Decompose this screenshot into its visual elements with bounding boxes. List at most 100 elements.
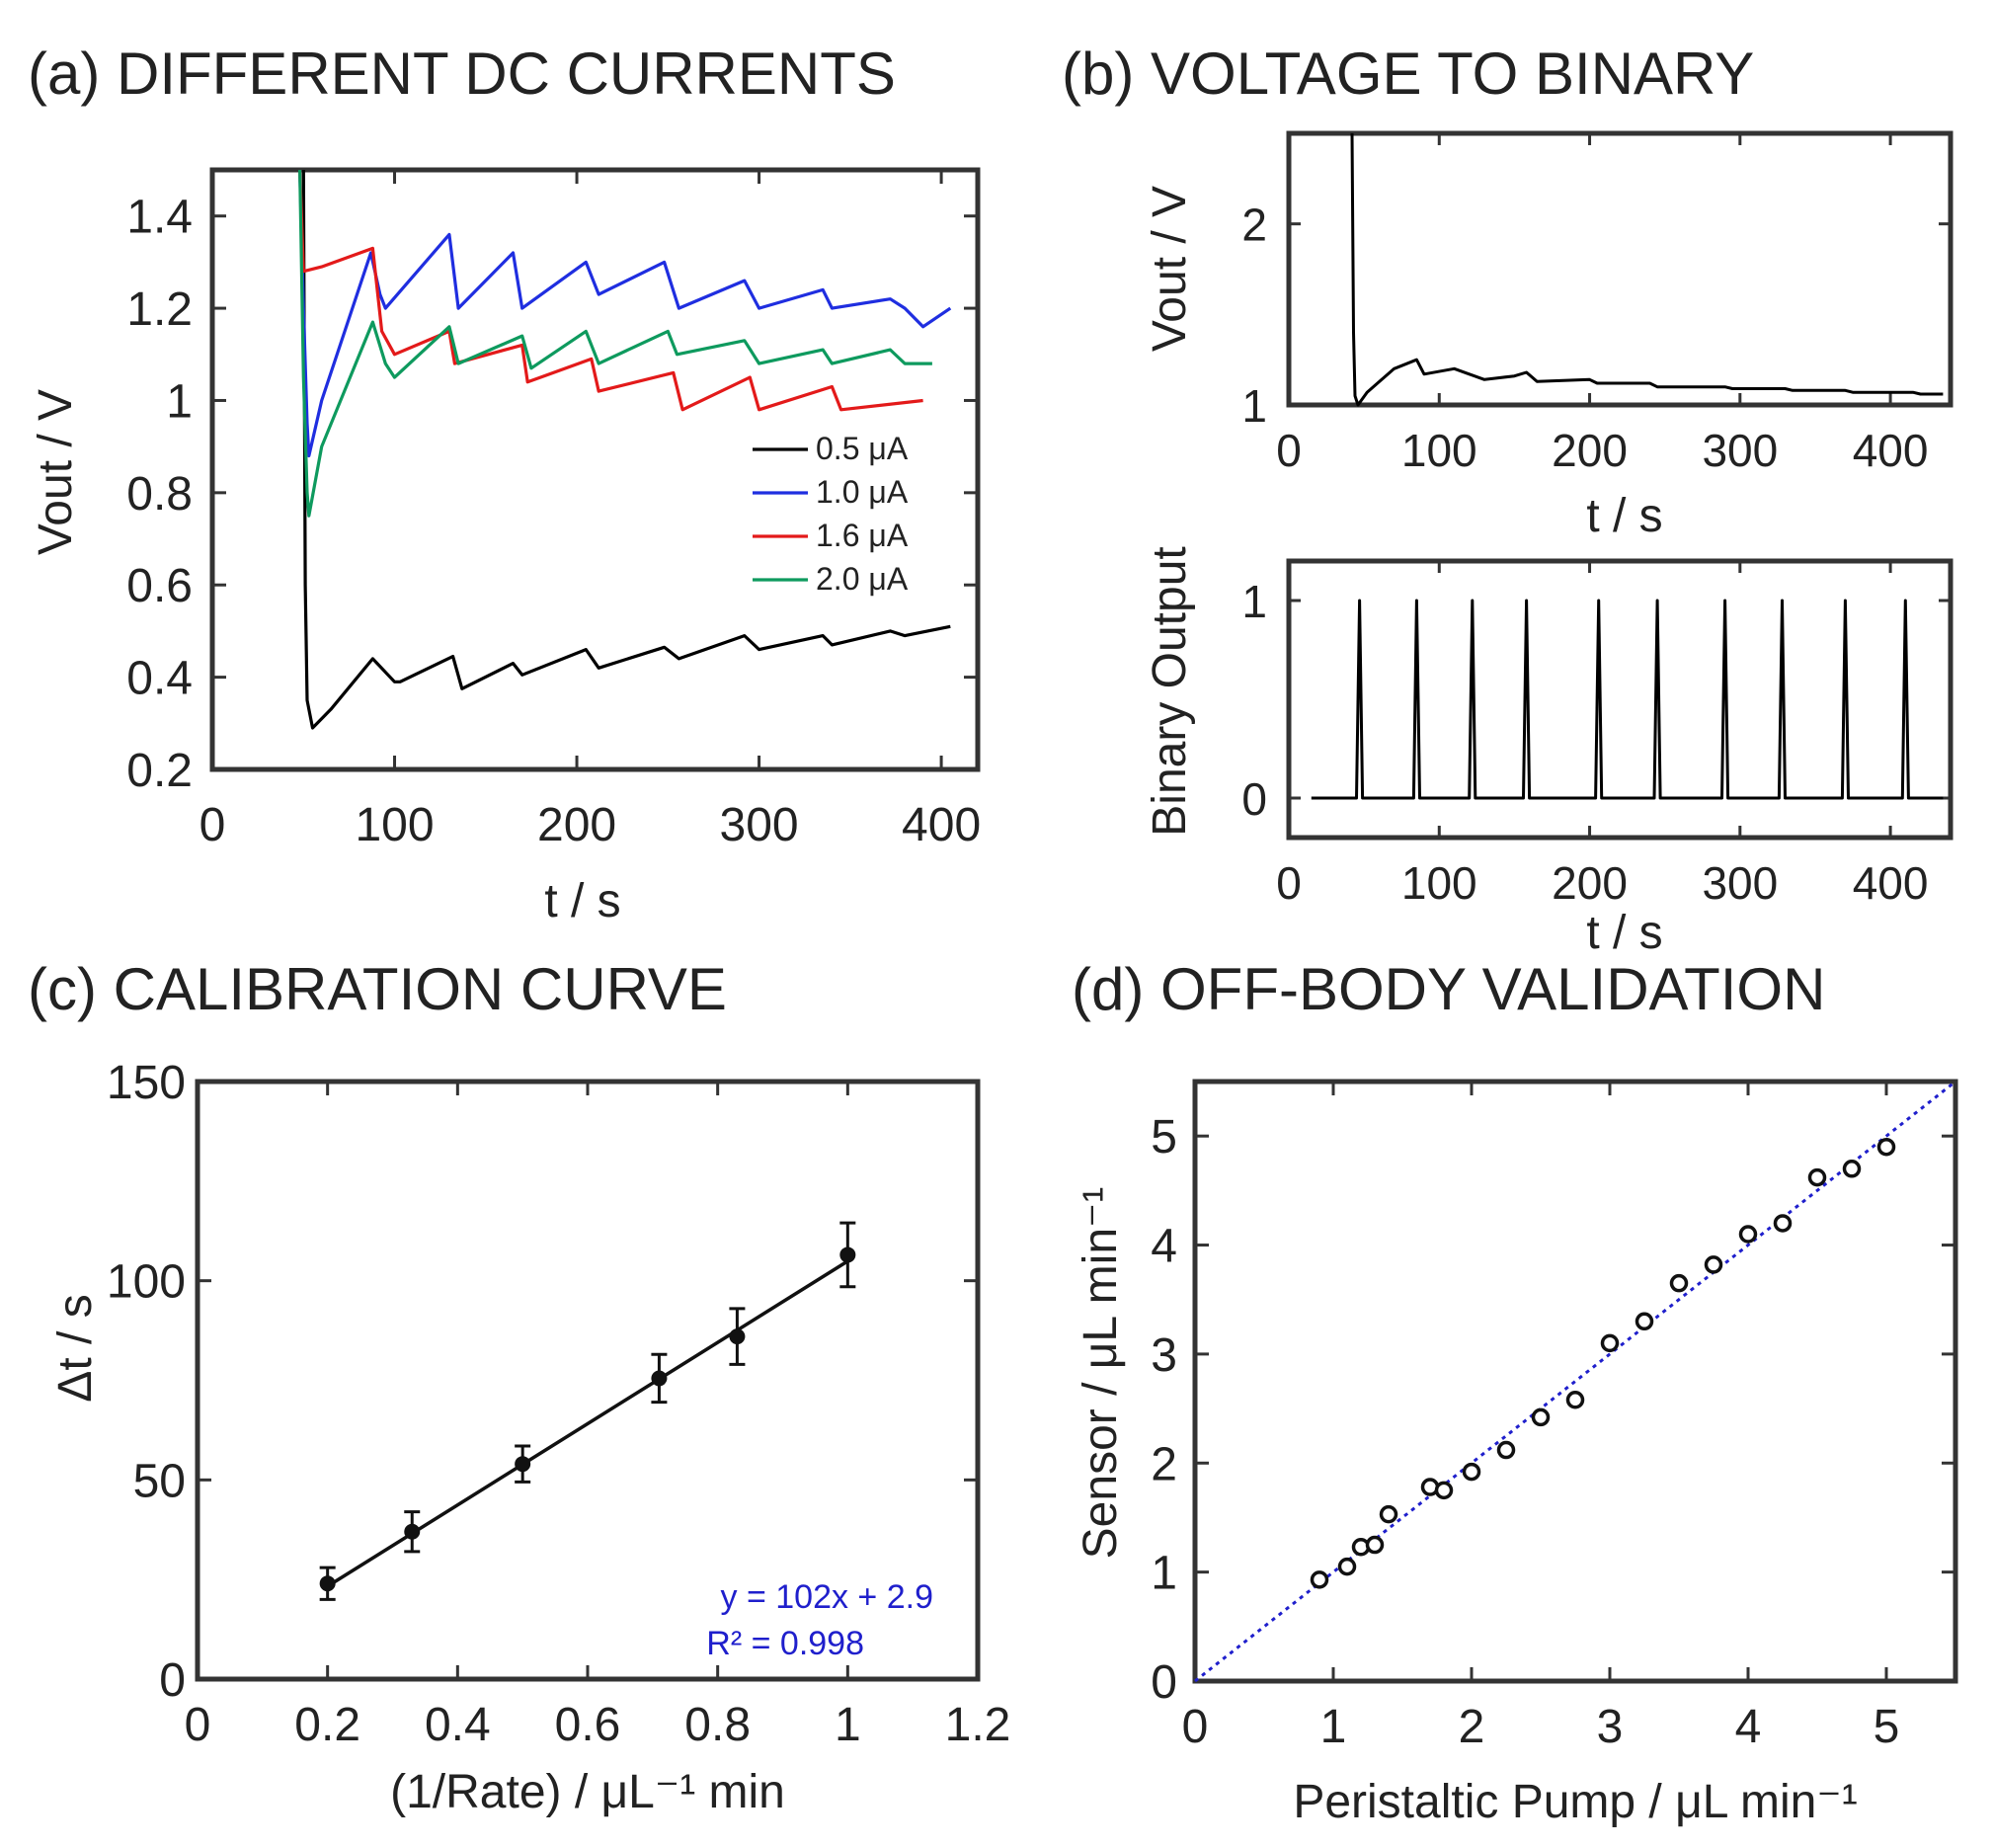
panel-d-point-0 [1310,1570,1329,1589]
panel-a-ytick-label: 0.6 [126,560,193,612]
panel-c-point-3 [651,1370,668,1387]
panel-a-xtick-label: 0 [199,799,226,851]
panel-d-point-9 [1531,1407,1551,1427]
panel-d-ytick-label: 3 [1151,1329,1177,1382]
panel-a-legend-label-1: 1.0 μA [816,474,909,510]
panel-b-top-ytick-label: 2 [1241,200,1267,251]
panel-c-ytick-label: 100 [107,1256,186,1309]
panel-c-xlabel: (1/Rate) / μL⁻¹ min [390,1766,785,1818]
panel-b-top-xtick-label: 300 [1702,425,1778,476]
panel-b-bottom-xlabel: t / s [1586,907,1662,959]
panel-c-xtick-label: 0.2 [294,1699,360,1751]
panel-c-marks [319,1221,856,1601]
panel-d-point-16 [1773,1214,1793,1233]
panel-b-bottom-frame [1286,558,1954,841]
panel-b-title: (b) VOLTAGE TO BINARY [1062,40,1754,107]
panel-c-xtick-label: 1.2 [945,1699,1011,1751]
panel-d-ytick-label: 1 [1151,1548,1177,1600]
panel-a-xtick-label: 200 [537,799,616,851]
panel-b-top-chart: (b) VOLTAGE TO BINARY 0 100 200 300 400 1 2 t … [1062,40,1954,542]
panel-c-xtick-label: 0.8 [684,1699,751,1751]
panel-d-ytick-label: 0 [1151,1656,1177,1709]
panel-d-xtick-label: 4 [1735,1701,1762,1753]
panel-a-series-line-3 [298,169,932,518]
panel-b-top-xlabel: t / s [1586,490,1662,542]
panel-d-point-6 [1434,1481,1454,1500]
panel-a-series-line-1 [298,169,952,458]
panel-d-xtick-label: 2 [1459,1701,1485,1753]
panel-b-bottom-xtick-label: 100 [1401,857,1477,909]
panel-d-ytick-label: 2 [1151,1438,1177,1490]
panel-d-point-14 [1704,1255,1723,1274]
panel-c-title: (c) CALIBRATION CURVE [28,956,727,1022]
panel-c-fit-line [326,1259,849,1588]
panel-a-ticks: 0 100 200 300 400 0.2 0.4 0.6 0.8 1 1.2 1.4 [126,170,981,851]
panel-a-ytick-label: 1.2 [126,283,193,336]
panel-c-xtick-label: 1 [835,1699,861,1751]
panel-a-ytick-label: 0.8 [126,468,193,521]
panel-d-point-13 [1669,1273,1689,1293]
panel-d-xlabel: Peristaltic Pump / μL min⁻¹ [1293,1776,1857,1828]
panel-c-xtick-label: 0.6 [555,1699,621,1751]
panel-d-point-4 [1379,1504,1398,1524]
panel-c-xtick-label: 0 [185,1699,211,1751]
panel-c-chart: (c) CALIBRATION CURVE 0 0.2 0.4 0.6 0.8 1 1.2 0… [28,956,1010,1818]
panel-a-legend-label-3: 2.0 μA [816,561,909,597]
panel-a-series-line-0 [301,169,951,730]
panel-d-ytick-label: 5 [1151,1111,1177,1164]
panel-d-chart: (d) OFF-BODY VALIDATION 0 1 2 3 4 5 0 1 2 3 4 5 Per… [1072,956,1958,1828]
panel-b-top-xtick-label: 400 [1853,425,1929,476]
panel-a-ytick-label: 1 [166,375,193,428]
panel-c-point-5 [839,1246,856,1263]
panel-b-top-series-line-0 [1350,132,1944,407]
panel-b-bottom-chart: 0 100 200 300 400 0 1 t / s Binary Output [1144,546,1954,959]
panel-c-ytick-label: 50 [133,1455,186,1507]
panel-d-title: (d) OFF-BODY VALIDATION [1072,956,1825,1022]
panel-c-equation: y = 102x + 2.9 [721,1578,934,1616]
panel-b-bottom-binary-line [1311,599,1944,800]
panel-a-xtick-label: 300 [720,799,799,851]
panel-b-bottom-xtick-label: 200 [1552,857,1628,909]
panel-d-point-10 [1565,1391,1585,1409]
panel-d-ytick-label: 4 [1151,1221,1177,1273]
panel-d-xtick-label: 5 [1874,1701,1900,1753]
panel-d-xtick-label: 3 [1597,1701,1624,1753]
panel-c-ytick-label: 150 [107,1057,186,1109]
panel-d-reference-line [1194,1080,1956,1683]
panel-a-xtick-label: 400 [902,799,981,851]
panel-a-legend-label-0: 0.5 μA [816,431,909,466]
panel-b-bottom-ytick-label: 0 [1241,773,1267,825]
panel-c-ytick-label: 0 [159,1654,186,1707]
panel-d-point-1 [1337,1557,1357,1576]
panel-b-bottom-xtick-label: 400 [1853,857,1929,909]
panel-d-point-11 [1600,1333,1620,1353]
panel-d-point-3 [1365,1535,1385,1555]
panel-d-point-18 [1842,1160,1862,1178]
panel-b-top-ticks: 0 100 200 300 400 1 2 [1241,133,1951,476]
panel-a-ytick-label: 1.4 [126,192,193,244]
panel-c-point-0 [319,1575,336,1592]
panel-c-point-2 [515,1456,531,1473]
panel-b-top-ylabel: Vout / V [1144,186,1196,352]
panel-a-legend-label-2: 1.6 μA [816,518,909,553]
panel-b-bottom-ylabel: Binary Output [1144,546,1196,836]
panel-a-xlabel: t / s [544,875,620,927]
panel-d-point-15 [1738,1225,1758,1244]
panel-c-xtick-label: 0.4 [425,1699,491,1751]
panel-d-ylabel: Sensor / μL min⁻¹ [1075,1187,1127,1560]
panel-b-bottom-ticks: 0 100 200 300 400 0 1 [1241,561,1951,909]
panel-c-ylabel: Δt / s [49,1294,102,1402]
panel-a-legend: 0.5 μA 1.0 μA 1.6 μA 2.0 μA [753,431,909,597]
panel-d-frame [1192,1079,1958,1684]
panel-a-chart: (a) DIFFERENT DC CURRENTS 0 100 200 300 4000… [28,40,981,927]
panel-d-xtick-label: 1 [1320,1701,1347,1753]
panel-b-bottom-ytick-label: 1 [1241,576,1267,627]
panel-a-ylabel: Vout / V [30,389,82,555]
panel-a-ytick-label: 0.4 [126,653,193,705]
panel-a-title: (a) DIFFERENT DC CURRENTS [28,40,896,107]
panel-b-top-series [1350,132,1944,407]
panel-d-ticks: 0 1 2 3 4 5 0 1 2 3 4 5 [1151,1082,1955,1753]
panel-a-series-line-2 [298,169,923,412]
panel-d-point-7 [1462,1462,1481,1482]
panel-d-xtick-label: 0 [1182,1701,1209,1753]
